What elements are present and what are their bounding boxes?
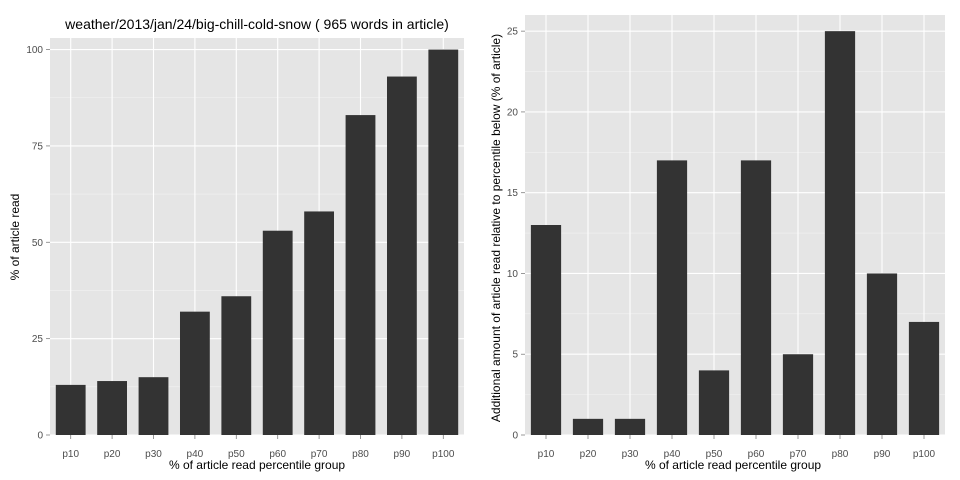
right-chart-y-tick-label: 20 [507,107,519,118]
left-chart-bar-p30 [138,377,169,435]
right-chart-x-tick-label: p70 [790,449,807,460]
right-chart: % of article read percentile group Addit… [489,15,945,472]
left-chart-bar-p20 [97,381,128,435]
left-chart-bar-p40 [179,311,210,435]
right-chart-bar-p30 [614,418,646,435]
left-chart-x-tick-label: p40 [187,449,204,460]
left-chart-y-tick-label: 0 [37,431,43,442]
right-chart-bar-p60 [740,160,772,435]
right-chart-y-axis-title: Additional amount of article read relati… [489,34,503,422]
left-chart-bar-p10 [55,384,86,435]
right-chart-x-tick-label: p20 [580,449,597,460]
left-chart-x-tick-label: p90 [394,449,411,460]
left-chart-bar-p70 [304,211,335,435]
right-chart-x-tick-label: p30 [622,449,639,460]
left-chart-bar-p50 [221,296,252,435]
left-chart-bar-p100 [428,49,459,435]
left-chart: weather/2013/jan/24/big-chill-cold-snow … [8,16,464,472]
right-chart-bar-p20 [572,418,604,435]
right-chart-bar-p80 [824,31,856,436]
left-chart-title: weather/2013/jan/24/big-chill-cold-snow … [64,16,449,32]
left-chart-x-tick-label: p70 [311,449,328,460]
left-chart-x-tick-label: p30 [145,449,162,460]
right-chart-x-tick-label: p10 [538,449,555,460]
left-chart-x-tick-label: p10 [62,449,79,460]
right-chart-bar-p90 [866,273,898,435]
left-chart-x-tick-label: p60 [269,449,286,460]
left-chart-bar-p80 [345,115,376,436]
left-chart-bar-p60 [262,230,293,435]
right-chart-bar-p50 [698,370,730,435]
left-chart-y-tick-label: 50 [32,238,44,249]
right-chart-bar-p100 [908,321,940,435]
right-chart-bar-p10 [530,225,562,435]
right-chart-x-tick-label: p90 [874,449,891,460]
right-chart-y-tick-label: 0 [512,431,518,442]
right-chart-x-axis-title: % of article read percentile group [645,458,821,472]
right-chart-y-tick-label: 5 [512,350,518,361]
right-chart-x-tick-label: p80 [832,449,849,460]
left-chart-x-tick-label: p80 [352,449,369,460]
right-chart-x-tick-label: p40 [664,449,681,460]
left-chart-y-tick-label: 100 [26,45,43,56]
right-chart-y-tick-label: 10 [507,269,519,280]
right-chart-y-tick-label: 15 [507,188,519,199]
left-chart-x-tick-label: p100 [432,449,455,460]
right-chart-y-tick-label: 25 [507,27,519,38]
left-chart-x-axis-title: % of article read percentile group [169,458,345,472]
right-chart-x-tick-label: p50 [706,449,723,460]
left-chart-bar-p90 [386,76,417,435]
left-chart-y-tick-label: 25 [32,334,44,345]
right-chart-bar-p40 [656,160,688,435]
right-chart-x-tick-label: p60 [748,449,765,460]
left-chart-y-tick-label: 75 [32,141,44,152]
left-chart-y-axis-title: % of article read [8,194,22,281]
right-chart-x-tick-label: p100 [913,449,936,460]
right-chart-bar-p70 [782,354,814,435]
left-chart-x-tick-label: p20 [104,449,121,460]
left-chart-x-tick-label: p50 [228,449,245,460]
